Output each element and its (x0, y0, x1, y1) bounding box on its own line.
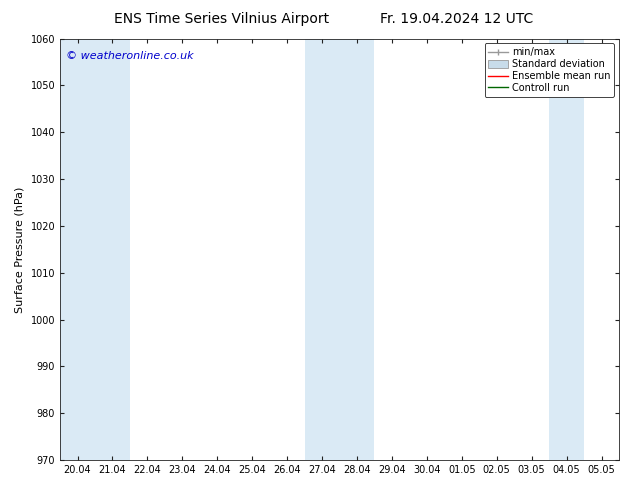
Y-axis label: Surface Pressure (hPa): Surface Pressure (hPa) (15, 186, 25, 313)
Text: © weatheronline.co.uk: © weatheronline.co.uk (66, 51, 193, 61)
Legend: min/max, Standard deviation, Ensemble mean run, Controll run: min/max, Standard deviation, Ensemble me… (484, 44, 614, 97)
Bar (549, 39, 584, 460)
Text: ENS Time Series Vilnius Airport: ENS Time Series Vilnius Airport (114, 12, 330, 26)
Bar (304, 39, 375, 460)
Text: Fr. 19.04.2024 12 UTC: Fr. 19.04.2024 12 UTC (380, 12, 533, 26)
Bar (60, 39, 130, 460)
